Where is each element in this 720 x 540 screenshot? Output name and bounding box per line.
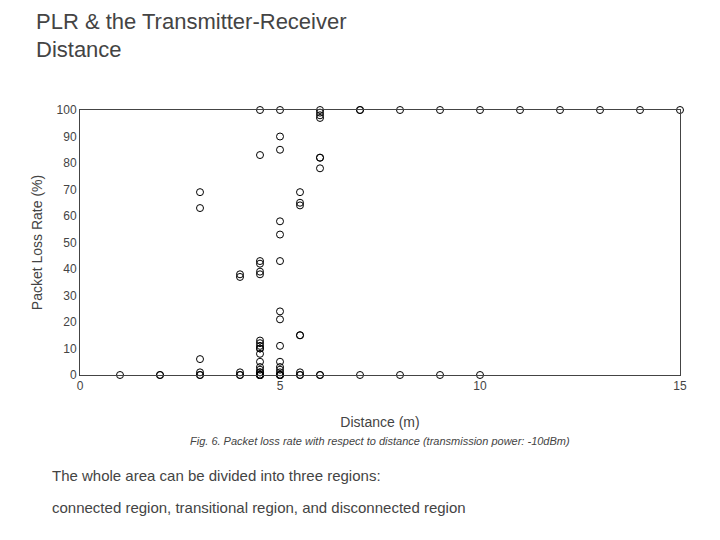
svg-text:60: 60 [63, 209, 77, 223]
svg-text:10: 10 [63, 342, 77, 356]
svg-text:10: 10 [473, 379, 487, 393]
svg-text:15: 15 [673, 379, 687, 393]
svg-text:40: 40 [63, 262, 77, 276]
svg-text:90: 90 [63, 130, 77, 144]
svg-text:100: 100 [57, 103, 77, 117]
svg-text:Fig. 6. Packet loss rate with: Fig. 6. Packet loss rate with respect to… [190, 435, 570, 447]
svg-text:The whole area can be divided: The whole area can be divided into three… [52, 467, 381, 484]
svg-text:80: 80 [63, 156, 77, 170]
svg-text:Distance (m): Distance (m) [340, 414, 419, 430]
svg-text:5: 5 [277, 379, 284, 393]
svg-text:50: 50 [63, 236, 77, 250]
svg-text:Packet Loss Rate (%): Packet Loss Rate (%) [29, 175, 45, 310]
svg-text:20: 20 [63, 315, 77, 329]
svg-text:0: 0 [77, 379, 84, 393]
svg-text:30: 30 [63, 289, 77, 303]
svg-text:connected region, transitional: connected region, transitional region, a… [52, 499, 466, 516]
svg-text:PLR & the Transmitter-Receiver: PLR & the Transmitter-ReceiverDistance [36, 9, 347, 63]
svg-text:0: 0 [70, 368, 77, 382]
svg-text:70: 70 [63, 183, 77, 197]
